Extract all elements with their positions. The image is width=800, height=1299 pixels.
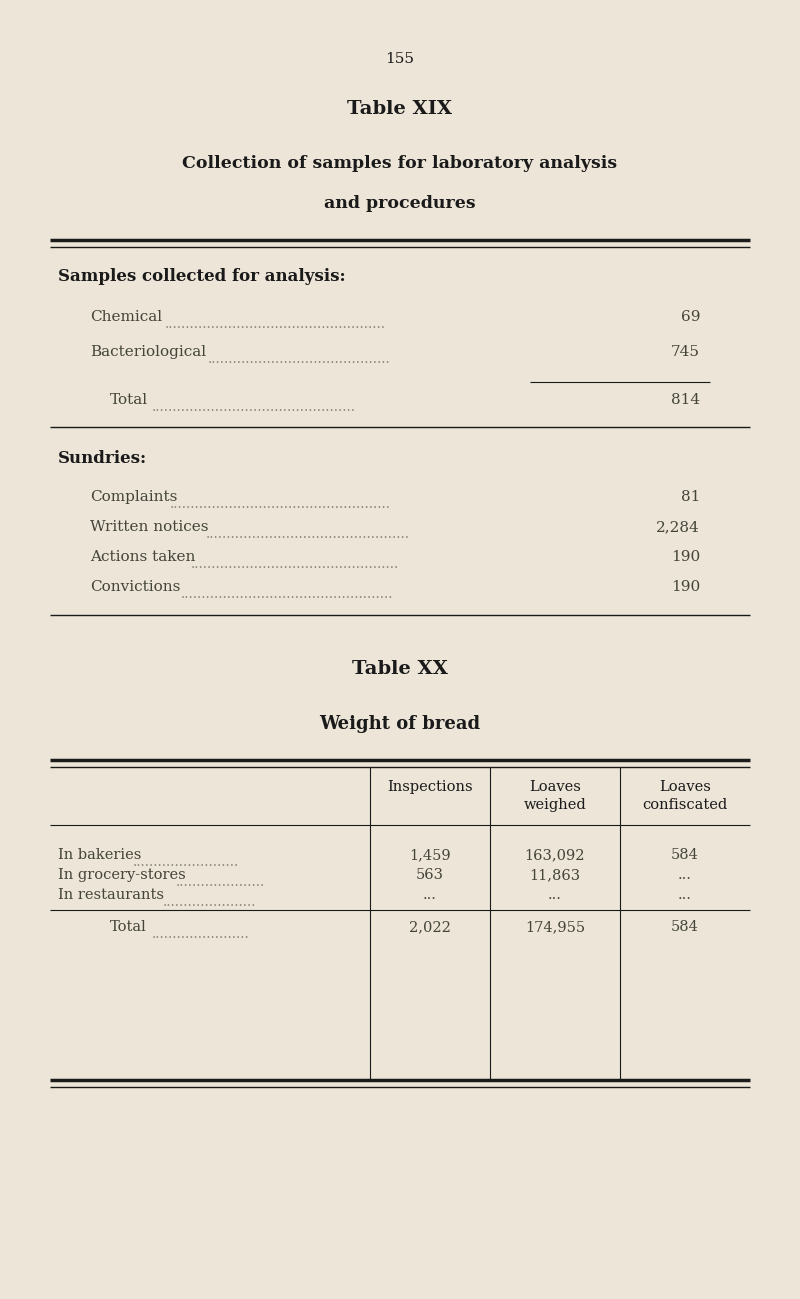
- Text: 2,022: 2,022: [409, 920, 451, 934]
- Text: 584: 584: [671, 848, 699, 863]
- Text: ................................................: ........................................…: [206, 527, 410, 540]
- Text: .........................: .........................: [133, 855, 239, 869]
- Text: ...: ...: [678, 889, 692, 902]
- Text: .......................: .......................: [152, 927, 250, 940]
- Text: ......................: ......................: [163, 895, 257, 909]
- Text: 563: 563: [416, 868, 444, 882]
- Text: ..................................................: ........................................…: [181, 587, 394, 601]
- Text: In bakeries: In bakeries: [58, 848, 142, 863]
- Text: Loaves
weighed: Loaves weighed: [524, 779, 586, 812]
- Text: Table XX: Table XX: [352, 660, 448, 678]
- Text: 69: 69: [681, 310, 700, 323]
- Text: ....................................................: ........................................…: [170, 498, 391, 511]
- Text: 745: 745: [671, 346, 700, 359]
- Text: Complaints: Complaints: [90, 490, 178, 504]
- Text: Bacteriological: Bacteriological: [90, 346, 206, 359]
- Text: ...: ...: [423, 889, 437, 902]
- Text: Chemical: Chemical: [90, 310, 162, 323]
- Text: 174,955: 174,955: [525, 920, 585, 934]
- Text: ...........................................: ........................................…: [208, 352, 390, 366]
- Text: ...: ...: [548, 889, 562, 902]
- Text: 190: 190: [670, 579, 700, 594]
- Text: ...: ...: [678, 868, 692, 882]
- Text: Total: Total: [110, 394, 148, 407]
- Text: In restaurants: In restaurants: [58, 889, 164, 902]
- Text: 2,284: 2,284: [656, 520, 700, 534]
- Text: Inspections: Inspections: [387, 779, 473, 794]
- Text: Written notices: Written notices: [90, 520, 209, 534]
- Text: Actions taken: Actions taken: [90, 549, 195, 564]
- Text: .................................................: ........................................…: [191, 557, 399, 572]
- Text: Samples collected for analysis:: Samples collected for analysis:: [58, 268, 346, 284]
- Text: 190: 190: [670, 549, 700, 564]
- Text: Table XIX: Table XIX: [347, 100, 453, 118]
- Text: 814: 814: [671, 394, 700, 407]
- Text: In grocery-stores: In grocery-stores: [58, 868, 186, 882]
- Text: 155: 155: [386, 52, 414, 66]
- Text: Weight of bread: Weight of bread: [319, 714, 481, 733]
- Text: ....................................................: ........................................…: [165, 317, 386, 331]
- Text: ................................................: ........................................…: [152, 400, 356, 414]
- Text: 11,863: 11,863: [530, 868, 581, 882]
- Text: Convictions: Convictions: [90, 579, 180, 594]
- Text: 1,459: 1,459: [409, 848, 451, 863]
- Text: .....................: .....................: [176, 876, 266, 889]
- Text: 584: 584: [671, 920, 699, 934]
- Text: 81: 81: [681, 490, 700, 504]
- Text: and procedures: and procedures: [324, 195, 476, 212]
- Text: Loaves
confiscated: Loaves confiscated: [642, 779, 728, 812]
- Text: 163,092: 163,092: [525, 848, 586, 863]
- Text: Collection of samples for laboratory analysis: Collection of samples for laboratory ana…: [182, 155, 618, 171]
- Text: Sundries:: Sundries:: [58, 449, 147, 468]
- Text: Total: Total: [110, 920, 146, 934]
